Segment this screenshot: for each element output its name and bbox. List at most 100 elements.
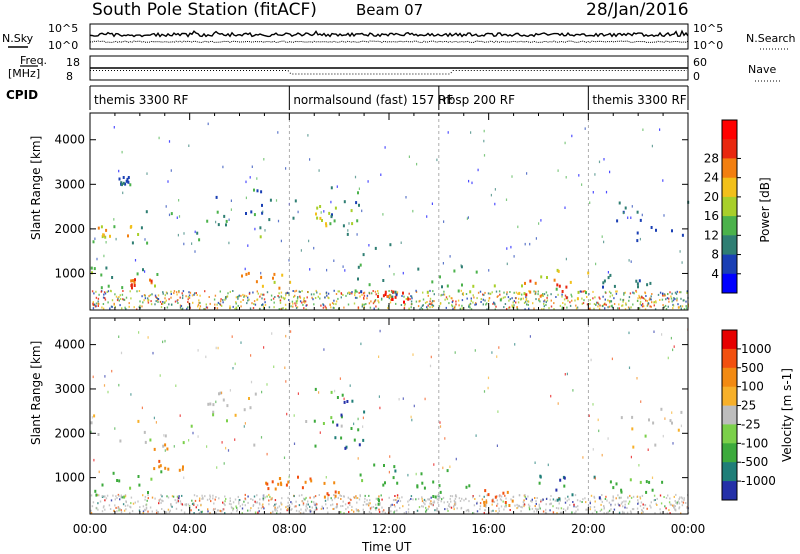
ground-speckle bbox=[276, 506, 279, 509]
ground-speckle bbox=[177, 299, 179, 301]
ground-speckle bbox=[209, 495, 211, 498]
ground-speckle bbox=[187, 295, 190, 298]
sparse-echo bbox=[323, 210, 325, 213]
ground-speckle bbox=[230, 512, 233, 515]
ground-speckle bbox=[638, 294, 640, 297]
ground-speckle bbox=[678, 502, 681, 505]
ground-speckle bbox=[439, 302, 442, 305]
ground-speckle bbox=[538, 298, 540, 300]
ground-speckle bbox=[431, 306, 434, 308]
ground-speckle bbox=[377, 290, 379, 292]
ground-speckle bbox=[525, 497, 528, 500]
echo-cell bbox=[393, 465, 396, 469]
ground-speckle bbox=[292, 290, 294, 292]
ground-speckle bbox=[212, 497, 214, 500]
ground-speckle bbox=[425, 509, 428, 512]
ground-speckle bbox=[574, 494, 577, 497]
ground-speckle bbox=[641, 296, 643, 298]
ground-speckle bbox=[148, 295, 150, 298]
ground-speckle bbox=[198, 512, 201, 514]
echo-cell bbox=[336, 423, 339, 427]
ground-speckle bbox=[393, 511, 395, 514]
echo-cell bbox=[330, 390, 333, 394]
echo-cell bbox=[314, 444, 317, 448]
echo-cell bbox=[636, 239, 639, 243]
sparse-echo bbox=[141, 406, 143, 410]
echo-cell bbox=[223, 214, 226, 218]
sparse-echo bbox=[260, 436, 263, 439]
echo-cell bbox=[485, 500, 488, 504]
sparse-echo bbox=[153, 416, 155, 420]
echo-cell bbox=[540, 275, 543, 279]
echo-cell bbox=[126, 177, 129, 181]
ground-speckle bbox=[116, 510, 118, 513]
ground-speckle bbox=[214, 306, 216, 309]
ground-speckle bbox=[331, 503, 334, 506]
ground-speckle bbox=[335, 293, 338, 295]
ground-speckle bbox=[542, 510, 545, 513]
ground-speckle bbox=[601, 494, 603, 496]
ground-speckle bbox=[674, 291, 677, 294]
sparse-echo bbox=[413, 404, 415, 408]
sparse-echo bbox=[309, 268, 311, 271]
ground-speckle bbox=[455, 300, 457, 303]
ground-speckle bbox=[354, 296, 357, 299]
ground-speckle bbox=[167, 496, 170, 499]
echo-cell bbox=[134, 278, 136, 282]
ground-speckle bbox=[642, 302, 644, 305]
sparse-echo bbox=[197, 349, 199, 352]
echo-cell bbox=[130, 279, 133, 283]
echo-cell bbox=[131, 279, 134, 283]
colorbar-tick-label: 12 bbox=[704, 228, 719, 242]
ground-speckle bbox=[527, 503, 530, 506]
ground-speckle bbox=[516, 503, 518, 506]
echo-cell bbox=[249, 406, 252, 410]
ground-speckle bbox=[193, 512, 195, 514]
ground-speckle bbox=[164, 294, 166, 297]
echo-cell bbox=[487, 493, 490, 497]
ground-speckle bbox=[375, 503, 377, 506]
ground-speckle bbox=[535, 290, 537, 293]
ground-speckle bbox=[311, 506, 313, 509]
ground-speckle bbox=[637, 499, 639, 502]
ground-speckle bbox=[650, 298, 652, 301]
ground-speckle bbox=[615, 497, 617, 500]
ground-speckle bbox=[408, 499, 411, 502]
ground-speckle bbox=[374, 299, 377, 301]
ground-speckle bbox=[181, 292, 183, 295]
ground-speckle bbox=[281, 497, 283, 500]
ground-speckle bbox=[593, 506, 596, 509]
ground-speckle bbox=[426, 301, 428, 303]
ground-speckle bbox=[643, 297, 646, 300]
ground-speckle bbox=[374, 300, 376, 303]
echo-cell bbox=[323, 481, 326, 485]
echo-cell bbox=[346, 232, 349, 236]
ground-speckle bbox=[157, 294, 160, 297]
ground-speckle bbox=[171, 505, 173, 508]
sparse-echo bbox=[443, 220, 445, 223]
ground-speckle bbox=[307, 291, 309, 294]
sparse-echo bbox=[118, 383, 120, 387]
ground-speckle bbox=[523, 503, 526, 506]
echo-cell bbox=[319, 205, 322, 208]
ground-speckle bbox=[264, 303, 267, 306]
ground-speckle bbox=[680, 307, 682, 310]
sparse-echo bbox=[601, 235, 603, 238]
ground-speckle bbox=[328, 297, 330, 300]
ground-speckle bbox=[193, 503, 195, 506]
ground-speckle bbox=[170, 293, 172, 295]
echo-cell bbox=[118, 479, 121, 483]
ground-speckle bbox=[236, 508, 238, 511]
echo-cell bbox=[178, 468, 181, 472]
sparse-echo bbox=[216, 466, 218, 469]
ground-speckle bbox=[541, 308, 543, 311]
ground-speckle bbox=[582, 290, 585, 293]
nsearch-trace bbox=[89, 40, 689, 44]
echo-cell bbox=[105, 228, 108, 232]
echo-cell bbox=[143, 430, 146, 434]
ground-speckle bbox=[288, 299, 290, 301]
ground-speckle bbox=[199, 307, 201, 310]
ground-speckle bbox=[116, 497, 118, 499]
sparse-echo bbox=[584, 127, 586, 130]
ground-speckle bbox=[234, 498, 237, 501]
